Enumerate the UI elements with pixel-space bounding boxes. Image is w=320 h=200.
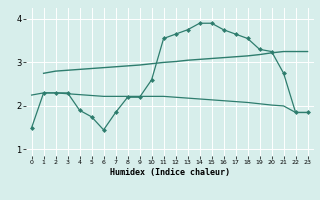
- X-axis label: Humidex (Indice chaleur): Humidex (Indice chaleur): [109, 168, 230, 177]
